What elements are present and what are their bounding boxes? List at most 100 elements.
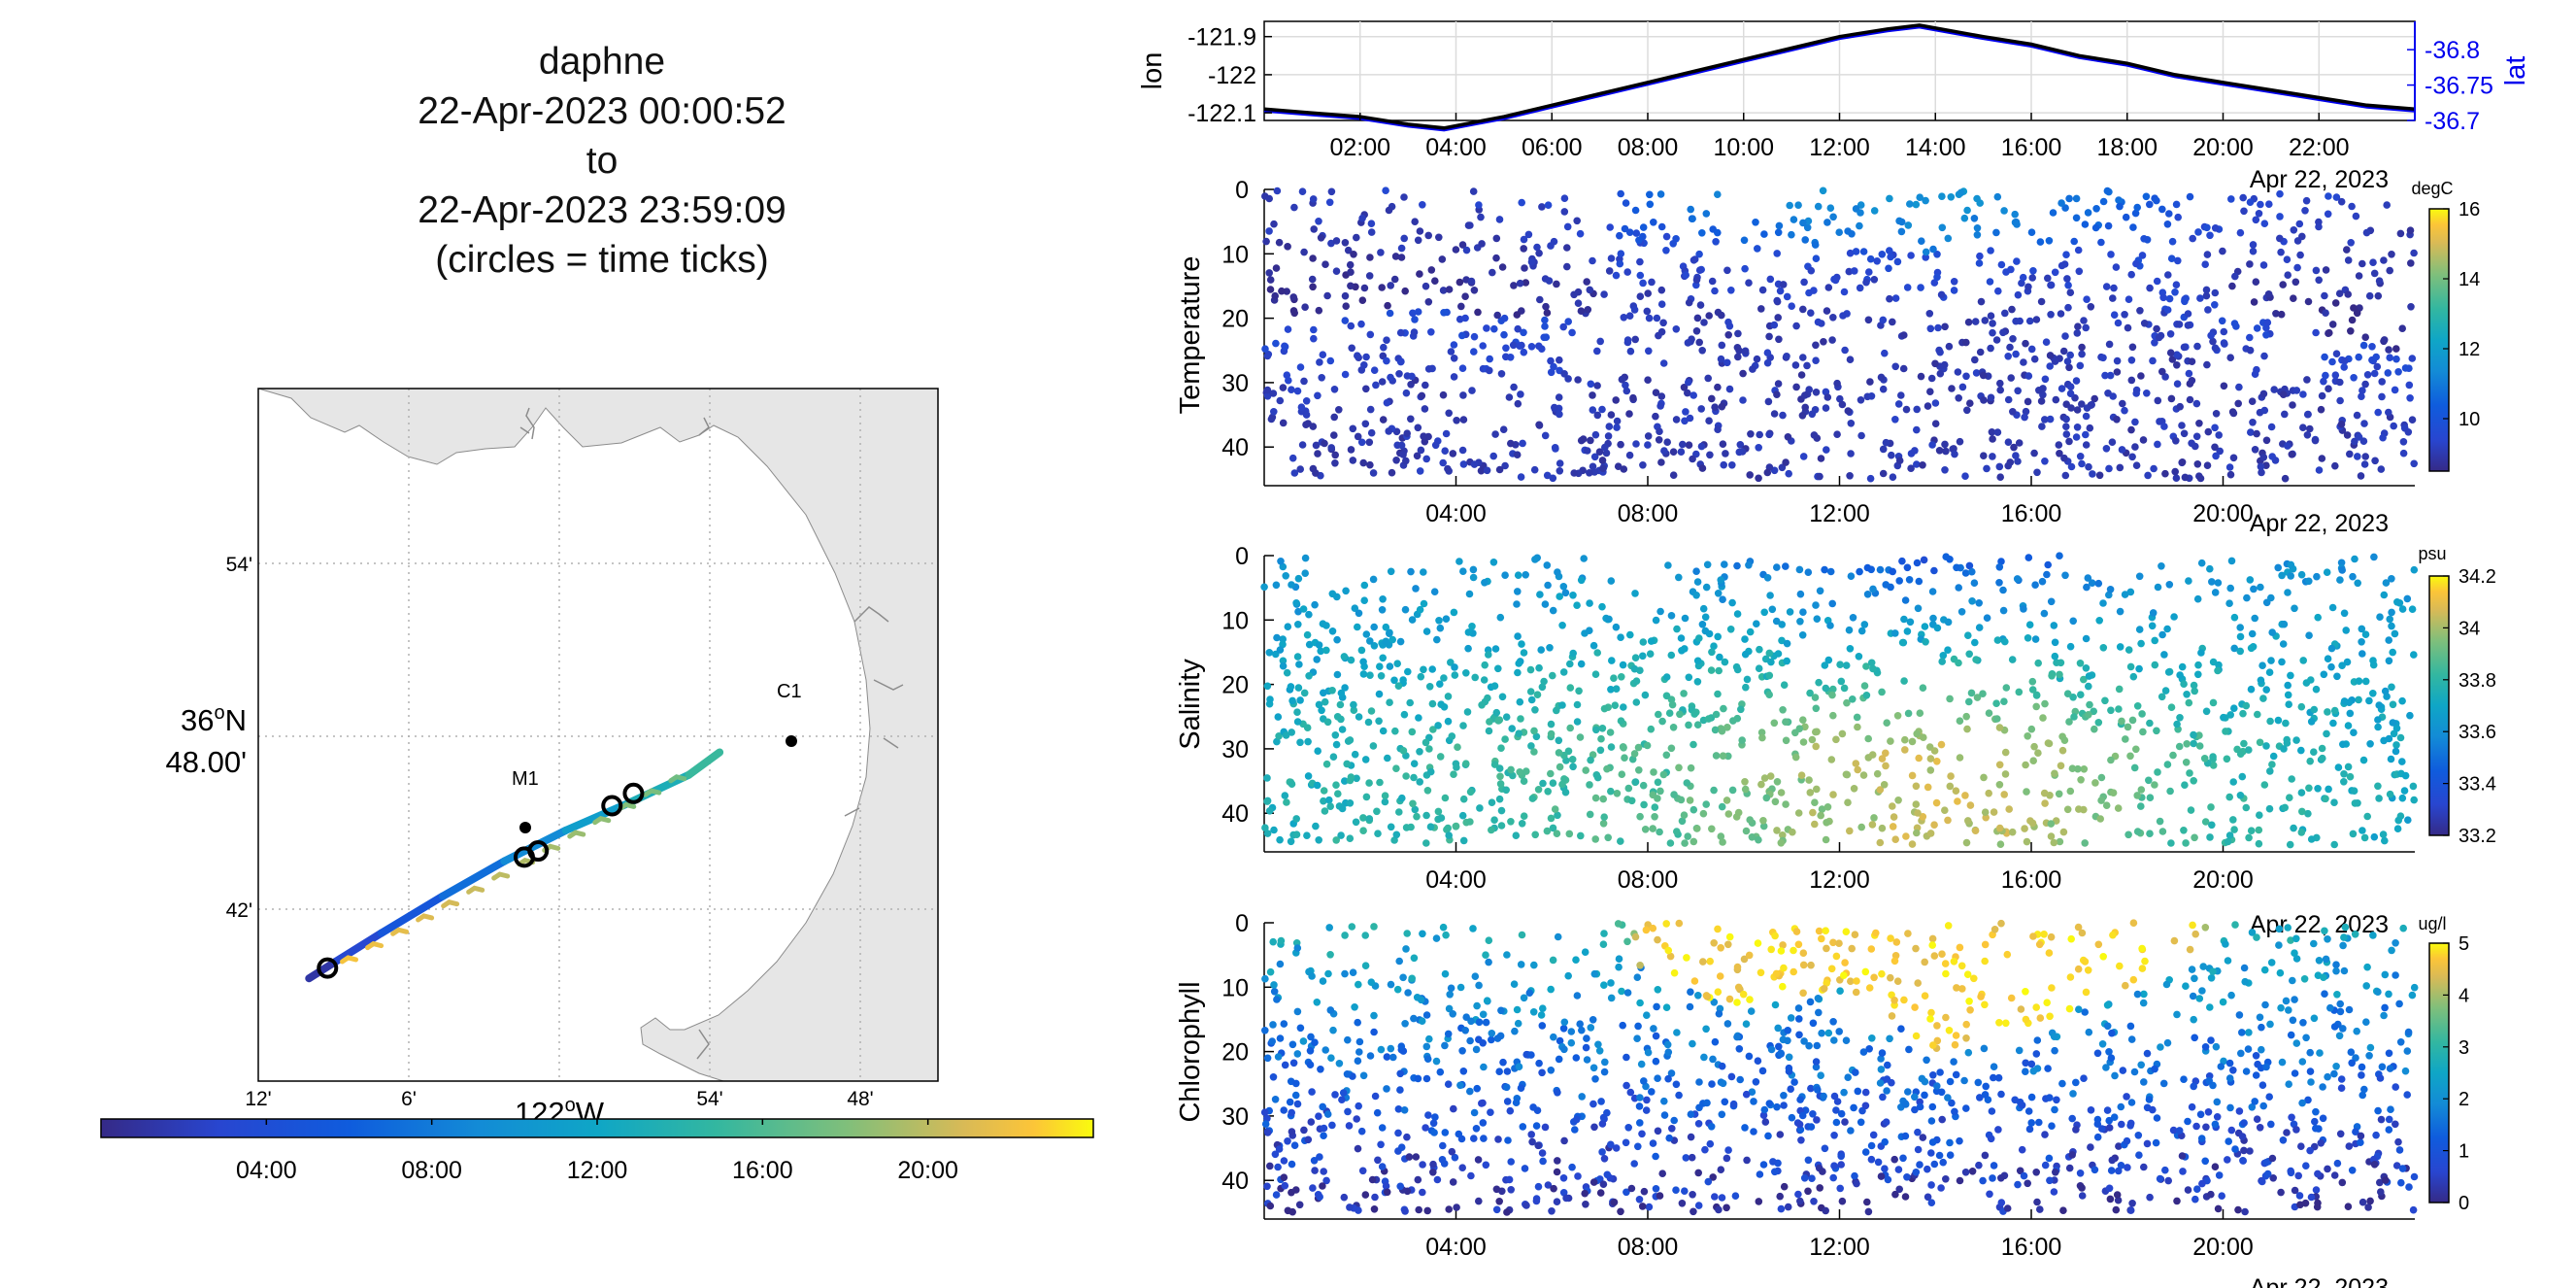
- temperature-point: [1646, 190, 1654, 199]
- salinity-point: [1333, 713, 1342, 721]
- salinity-point: [1465, 590, 1474, 598]
- chlorophyll-point: [1507, 1158, 1515, 1166]
- temperature-point: [1564, 375, 1572, 383]
- salinity-point: [2214, 579, 2223, 587]
- temperature-point: [2158, 367, 2166, 376]
- salinity-point: [2163, 761, 2172, 768]
- salinity-point: [1394, 682, 1403, 690]
- temperature-point: [1563, 262, 1571, 271]
- salinity-point: [1569, 592, 1577, 599]
- chlorophyll-point: [2312, 1107, 2320, 1116]
- salinity-point: [2230, 613, 2239, 622]
- chlorophyll-point: [1567, 1038, 1576, 1047]
- temperature-point: [1835, 228, 1843, 236]
- salinity-point: [2190, 730, 2197, 739]
- temperature-ytick-label: 40: [1221, 434, 1249, 461]
- salinity-point: [1662, 692, 1671, 700]
- chlorophyll-point: [2128, 1200, 2136, 1207]
- temperature-point: [1589, 256, 1596, 265]
- salinity-point: [2194, 670, 2202, 679]
- temperature-point: [2172, 200, 2181, 209]
- temperature-point: [1431, 277, 1439, 286]
- chlorophyll-panel: Chlorophyll Apr 22, 2023 ug/l 0102030400…: [1175, 910, 2469, 1288]
- chlorophyll-unit: ug/l: [2418, 914, 2446, 933]
- chlorophyll-point: [2306, 1048, 2314, 1057]
- chlorophyll-point: [1547, 985, 1555, 994]
- temperature-point: [2057, 385, 2066, 392]
- salinity-point: [1434, 807, 1443, 816]
- salinity-point: [2285, 700, 2292, 708]
- temperature-point: [2066, 351, 2074, 359]
- salinity-point: [1675, 763, 1683, 772]
- salinity-point: [1501, 571, 1509, 579]
- temperature-point: [1826, 204, 1835, 212]
- salinity-point: [2000, 697, 2008, 705]
- chlorophyll-point: [2110, 1113, 2119, 1121]
- salinity-point: [1353, 774, 1360, 783]
- chlorophyll-point: [2170, 936, 2179, 945]
- temperature-point: [2012, 350, 2020, 358]
- temperature-point: [1669, 448, 1678, 457]
- chlorophyll-point: [2081, 958, 2090, 966]
- temperature-point: [1971, 356, 1979, 364]
- chlorophyll-point: [2262, 1063, 2270, 1071]
- temperature-point: [1629, 393, 1637, 402]
- temperature-point: [2086, 424, 2094, 432]
- chlorophyll-point: [1899, 1154, 1907, 1163]
- salinity-point: [2193, 594, 2202, 603]
- temperature-point: [2353, 411, 2361, 420]
- temperature-point: [2184, 322, 2192, 329]
- temperature-point: [2315, 222, 2323, 231]
- chlorophyll-point: [1387, 980, 1395, 989]
- temperature-point: [1997, 260, 2006, 269]
- temperature-point: [1470, 332, 1479, 341]
- chlorophyll-point: [2027, 1093, 2036, 1102]
- temperature-point: [2039, 385, 2047, 392]
- salinity-point: [2319, 754, 2326, 763]
- salinity-point: [1273, 633, 1281, 642]
- rivers: [519, 407, 904, 1060]
- temperature-point: [1335, 406, 1343, 414]
- salinity-point: [1773, 827, 1781, 834]
- temperature-point: [2318, 391, 2326, 400]
- chlorophyll-point: [1581, 1189, 1589, 1198]
- temperature-point: [1944, 234, 1953, 243]
- salinity-point: [1822, 835, 1830, 844]
- chlorophyll-point: [1349, 968, 1357, 976]
- temperature-point: [1367, 220, 1376, 227]
- chlorophyll-point: [2198, 1179, 2206, 1188]
- chlorophyll-ytick-label: 40: [1221, 1168, 1249, 1195]
- temperature-point: [1700, 319, 1708, 326]
- salinity-point: [1390, 676, 1398, 685]
- chlorophyll-point: [1832, 952, 1841, 961]
- salinity-point: [2336, 576, 2344, 584]
- chlorophyll-point: [2258, 1023, 2265, 1032]
- temperature-point: [2357, 472, 2365, 480]
- chlorophyll-point: [2352, 1128, 2359, 1135]
- salinity-point: [2247, 827, 2256, 834]
- chlorophyll-colorbar-tick-label: 3: [2459, 1037, 2469, 1059]
- temperature-point: [1799, 219, 1807, 227]
- chlorophyll-point: [1473, 1084, 1481, 1093]
- temperature-point: [1477, 466, 1486, 475]
- chlorophyll-point: [2207, 1190, 2215, 1199]
- temperature-point: [2074, 246, 2083, 254]
- temperature-point: [2063, 357, 2072, 365]
- chlorophyll-point: [1441, 1041, 1449, 1050]
- temperature-point: [2065, 194, 2073, 203]
- chlorophyll-point: [2202, 1123, 2210, 1132]
- salinity-point: [1970, 579, 1979, 587]
- temperature-point: [2407, 259, 2415, 267]
- chlorophyll-point: [1324, 969, 1332, 978]
- chlorophyll-point: [2188, 966, 2196, 973]
- temperature-point: [1733, 344, 1742, 352]
- chlorophyll-point: [2072, 1126, 2080, 1134]
- temperature-point: [1632, 440, 1640, 448]
- salinity-point: [2398, 605, 2407, 613]
- salinity-point: [1554, 811, 1561, 820]
- chlorophyll-point: [1618, 987, 1625, 996]
- salinity-point: [2133, 828, 2142, 835]
- temperature-point: [2113, 356, 2122, 365]
- chlorophyll-point: [1897, 1025, 1905, 1033]
- chlorophyll-point: [1882, 1118, 1890, 1126]
